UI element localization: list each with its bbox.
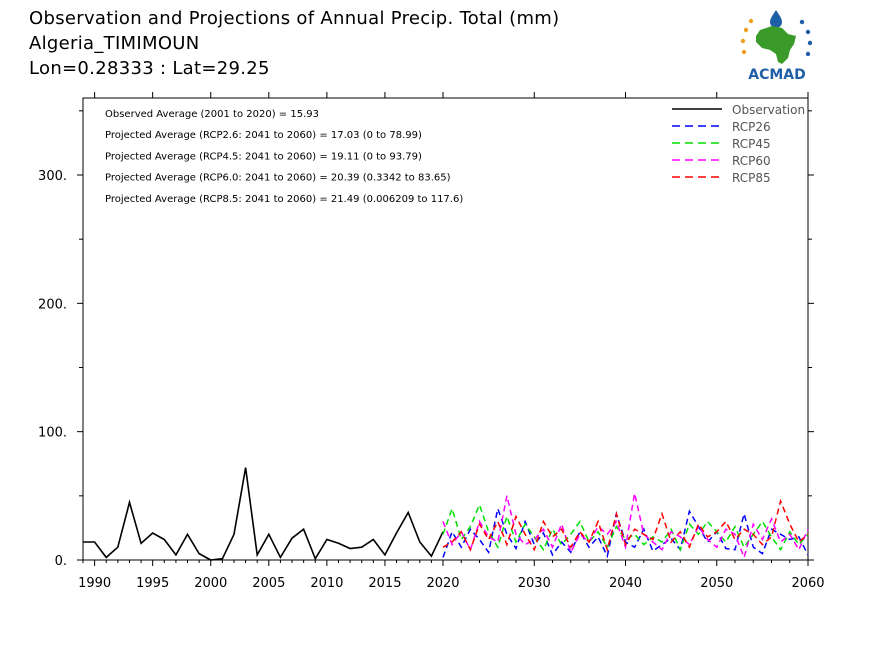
legend-label: RCP26 — [732, 120, 771, 134]
stat-annotation: Projected Average (RCP6.0: 2041 to 2060)… — [105, 173, 451, 184]
x-tick-label: 2005 — [252, 576, 285, 591]
legend-label: RCP60 — [732, 154, 771, 168]
x-tick-label: 2040 — [609, 576, 642, 591]
stat-annotation: Projected Average (RCP8.5: 2041 to 2060)… — [105, 194, 463, 205]
africa-map-icon — [756, 26, 796, 64]
x-tick-label: 1990 — [78, 576, 111, 591]
x-tick-label: 2030 — [518, 576, 551, 591]
x-tick-label: 1995 — [136, 576, 169, 591]
stat-annotation: Projected Average (RCP2.6: 2041 to 2060)… — [105, 130, 422, 141]
legend-label: RCP45 — [732, 137, 771, 151]
y-tick-label: 200. — [38, 297, 67, 312]
location-coords: Lon=0.28333 : Lat=29.25 — [29, 58, 270, 79]
stat-annotation: Observed Average (2001 to 2020) = 15.93 — [105, 109, 319, 120]
x-tick-label: 2015 — [368, 576, 401, 591]
y-tick-label: 0. — [55, 554, 67, 569]
x-tick-label: 2020 — [426, 576, 459, 591]
x-tick-label: 2060 — [791, 576, 824, 591]
legend-label: Observation — [732, 103, 805, 117]
series-line-rcp60 — [442, 493, 809, 560]
logo-text: ACMAD — [748, 67, 806, 83]
x-tick-label: 2010 — [310, 576, 343, 591]
y-tick-label: 100. — [38, 426, 67, 441]
sun-rays-icon — [740, 18, 813, 57]
location-name: Algeria_TIMIMOUN — [29, 33, 200, 54]
series-line-rcp45 — [442, 502, 809, 552]
stat-annotation: Projected Average (RCP4.5: 2041 to 2060)… — [105, 151, 422, 162]
chart-title: Observation and Projections of Annual Pr… — [29, 8, 560, 29]
series-line-rcp26 — [442, 505, 809, 559]
water-drop-icon — [770, 10, 782, 28]
x-tick-label: 2000 — [194, 576, 227, 591]
acmad-logo: ACMAD — [740, 10, 813, 83]
plot-frame — [82, 97, 809, 561]
x-tick-label: 2050 — [700, 576, 733, 591]
y-tick-label: 300. — [38, 169, 67, 184]
series-line-rcp85 — [442, 498, 809, 553]
legend-label: RCP85 — [732, 171, 771, 185]
series-line-observation — [83, 467, 444, 561]
